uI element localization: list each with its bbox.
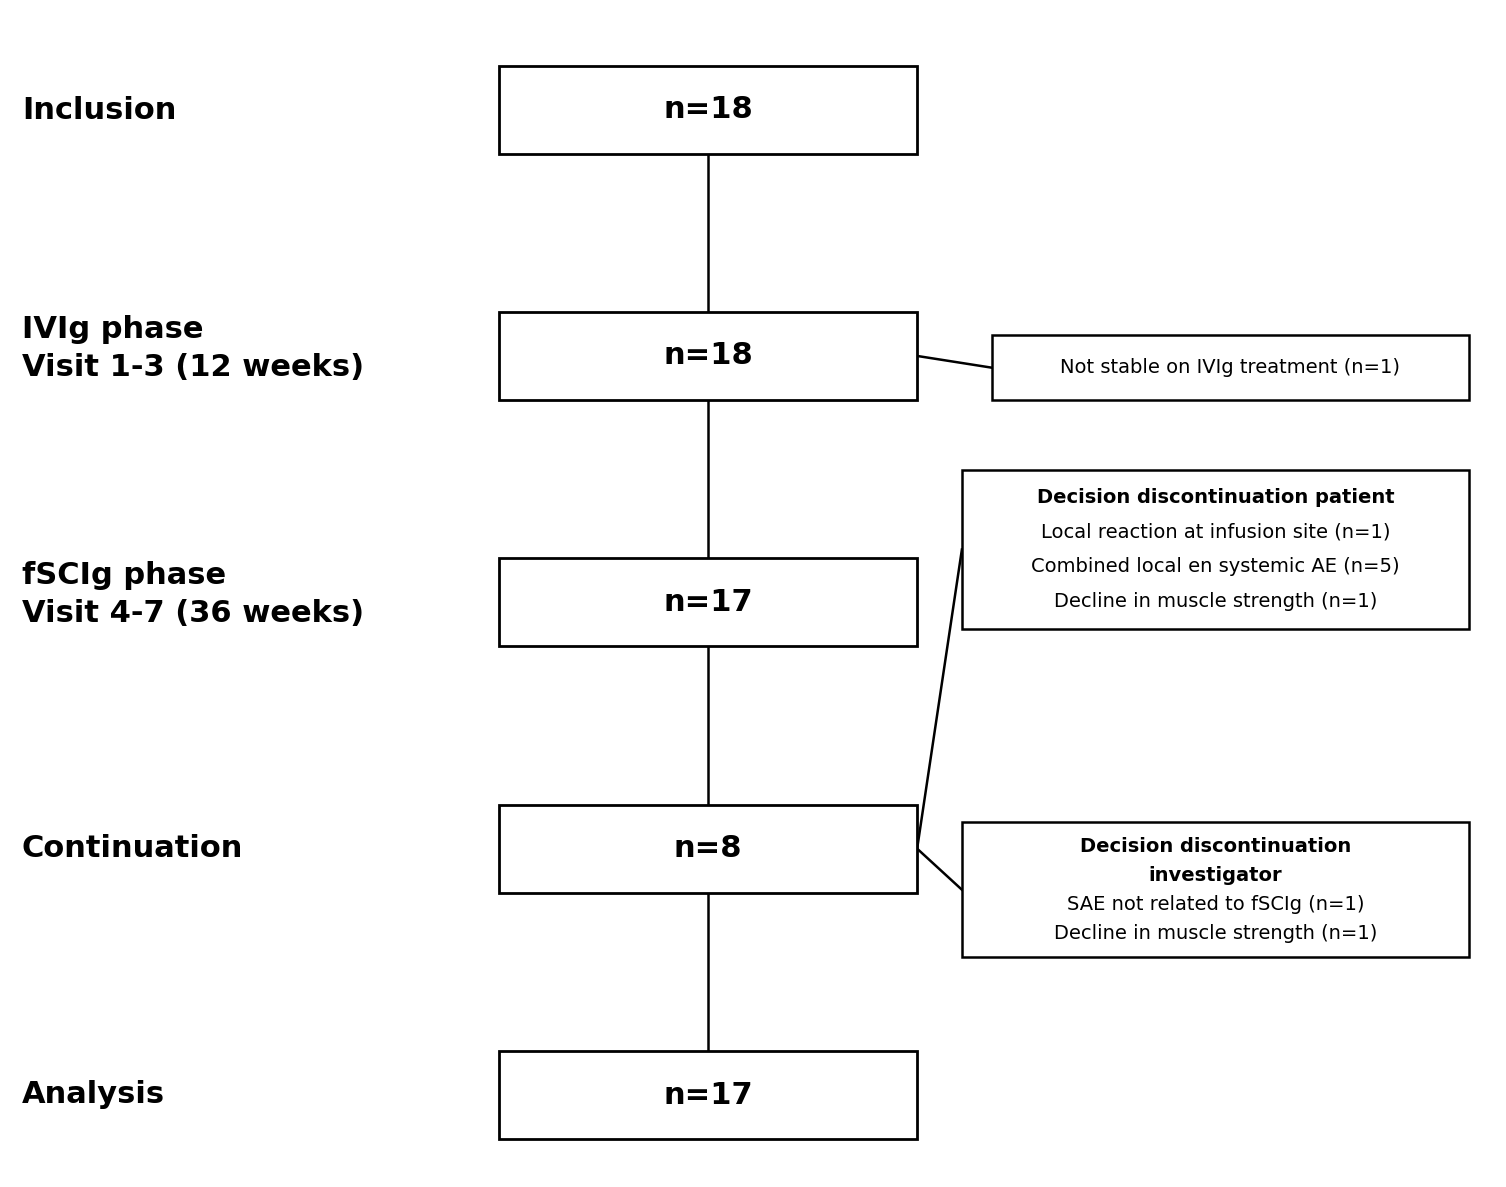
Text: Decline in muscle strength (n=1): Decline in muscle strength (n=1) (1054, 923, 1378, 942)
Text: Decision discontinuation patient: Decision discontinuation patient (1036, 488, 1395, 507)
FancyBboxPatch shape (500, 65, 917, 153)
Text: fSCIg phase: fSCIg phase (23, 561, 226, 590)
Text: Continuation: Continuation (23, 833, 244, 863)
Text: Combined local en systemic AE (n=5): Combined local en systemic AE (n=5) (1032, 558, 1401, 577)
Text: Inclusion: Inclusion (23, 96, 176, 125)
Text: Visit 4-7 (36 weeks): Visit 4-7 (36 weeks) (23, 599, 364, 628)
Text: n=17: n=17 (664, 588, 753, 617)
FancyBboxPatch shape (500, 558, 917, 646)
Text: Decline in muscle strength (n=1): Decline in muscle strength (n=1) (1054, 592, 1378, 611)
Text: Not stable on IVIg treatment (n=1): Not stable on IVIg treatment (n=1) (1060, 358, 1401, 377)
Text: n=18: n=18 (663, 95, 753, 125)
FancyBboxPatch shape (992, 336, 1470, 400)
Text: Decision discontinuation: Decision discontinuation (1080, 837, 1351, 856)
FancyBboxPatch shape (500, 1050, 917, 1140)
Text: n=18: n=18 (663, 342, 753, 370)
FancyBboxPatch shape (500, 312, 917, 400)
Text: IVIg phase: IVIg phase (23, 315, 203, 344)
Text: SAE not related to fSCIg (n=1): SAE not related to fSCIg (n=1) (1066, 895, 1364, 914)
Text: n=17: n=17 (664, 1080, 753, 1110)
Text: n=8: n=8 (675, 834, 742, 863)
Text: Local reaction at infusion site (n=1): Local reaction at infusion site (n=1) (1041, 522, 1390, 541)
FancyBboxPatch shape (962, 823, 1470, 957)
FancyBboxPatch shape (500, 805, 917, 893)
FancyBboxPatch shape (962, 470, 1470, 629)
Text: investigator: investigator (1149, 865, 1283, 884)
Text: Visit 1-3 (12 weeks): Visit 1-3 (12 weeks) (23, 353, 364, 381)
Text: Analysis: Analysis (23, 1080, 166, 1109)
